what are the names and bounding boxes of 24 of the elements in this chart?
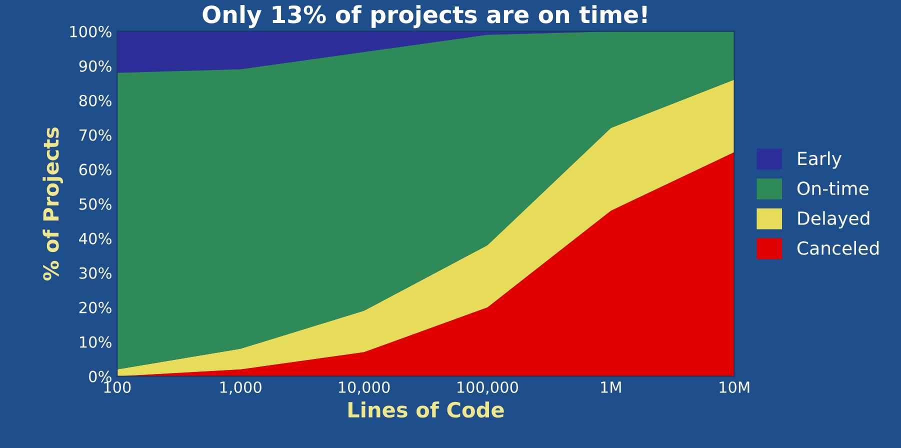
x-tick-label: 10,000	[338, 381, 390, 395]
legend-label: Canceled	[797, 240, 879, 255]
y-tick-label: 90%	[79, 60, 112, 72]
x-tick-label: 10M	[720, 381, 750, 394]
y-tick-label: 60%	[79, 164, 112, 176]
x-tick-label: 1,000	[220, 381, 262, 395]
y-tick-label: 70%	[80, 129, 112, 141]
x-tick-label: 100,000	[458, 381, 518, 395]
legend-label: Early	[798, 151, 842, 169]
legend-label: On-time	[797, 181, 868, 196]
x-tick-label: 100	[104, 381, 131, 394]
y-tick-label: 50%	[79, 198, 112, 210]
x-axis-title: Lines of Code	[348, 402, 504, 418]
y-axis-title: % of Projects	[42, 128, 64, 280]
y-tick-label: 10%	[80, 336, 112, 348]
chart-title: Only 13% of projects are on time!	[202, 5, 647, 28]
legend-label: Delayed	[798, 211, 870, 229]
y-tick-label: 100%	[70, 26, 112, 38]
y-tick-label: 80%	[79, 94, 112, 106]
y-tick-label: 0%	[89, 370, 112, 382]
y-tick-label: 20%	[79, 302, 112, 314]
y-tick-label: 30%	[79, 267, 112, 279]
y-tick-label: 40%	[79, 232, 112, 244]
x-tick-label: 1M	[601, 382, 621, 393]
